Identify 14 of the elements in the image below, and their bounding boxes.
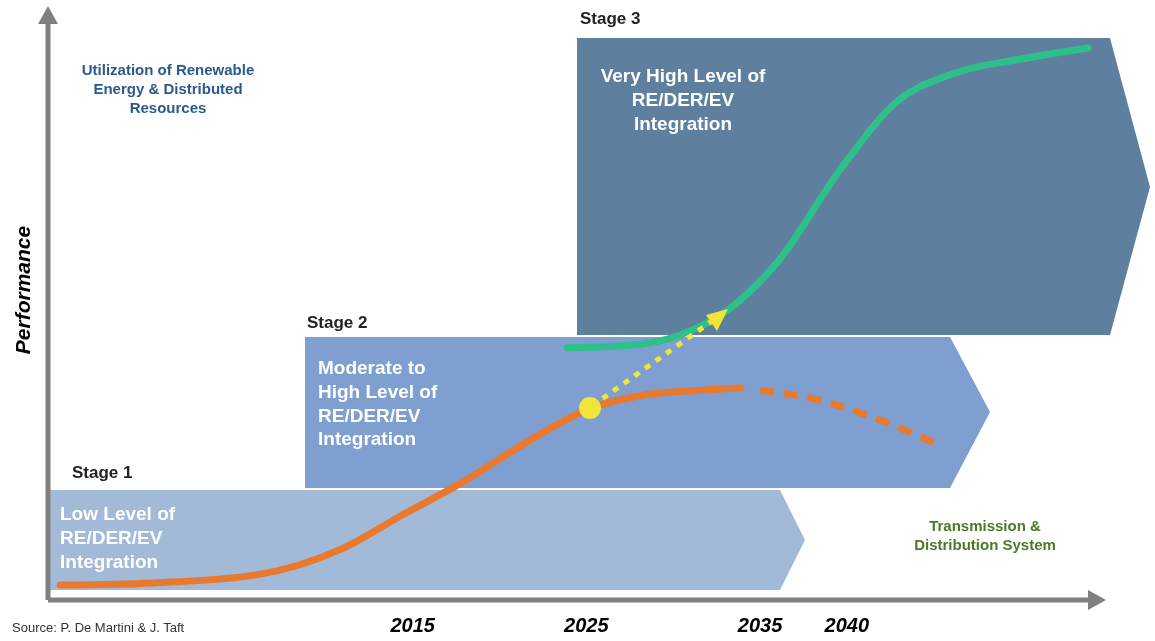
annotation: Moderate to High Level of RE/DER/EV Integration bbox=[318, 357, 438, 450]
annotation: Utilization of Renewable Energy & Distributed Resources bbox=[81, 61, 255, 116]
annotation: Stage 2 bbox=[307, 313, 368, 332]
annotation: Transmission & Distribution System bbox=[914, 517, 1056, 553]
x-tick-label: 2015 bbox=[389, 614, 436, 636]
source-note: Source: P. De Martini & J. Taft bbox=[12, 620, 185, 635]
annotation: Very High Level of RE/DER/EV Integration bbox=[600, 65, 767, 134]
x-tick-label: 2040 bbox=[823, 614, 870, 636]
y-axis-title: Performance bbox=[11, 225, 34, 355]
annotation: Low Level of RE/DER/EV Integration bbox=[60, 503, 176, 572]
x-tick-label: 2025 bbox=[563, 614, 610, 636]
text: Stage 3 bbox=[580, 9, 641, 28]
annotation: Stage 1 bbox=[72, 463, 133, 482]
x-tick-label: 2035 bbox=[736, 614, 784, 636]
